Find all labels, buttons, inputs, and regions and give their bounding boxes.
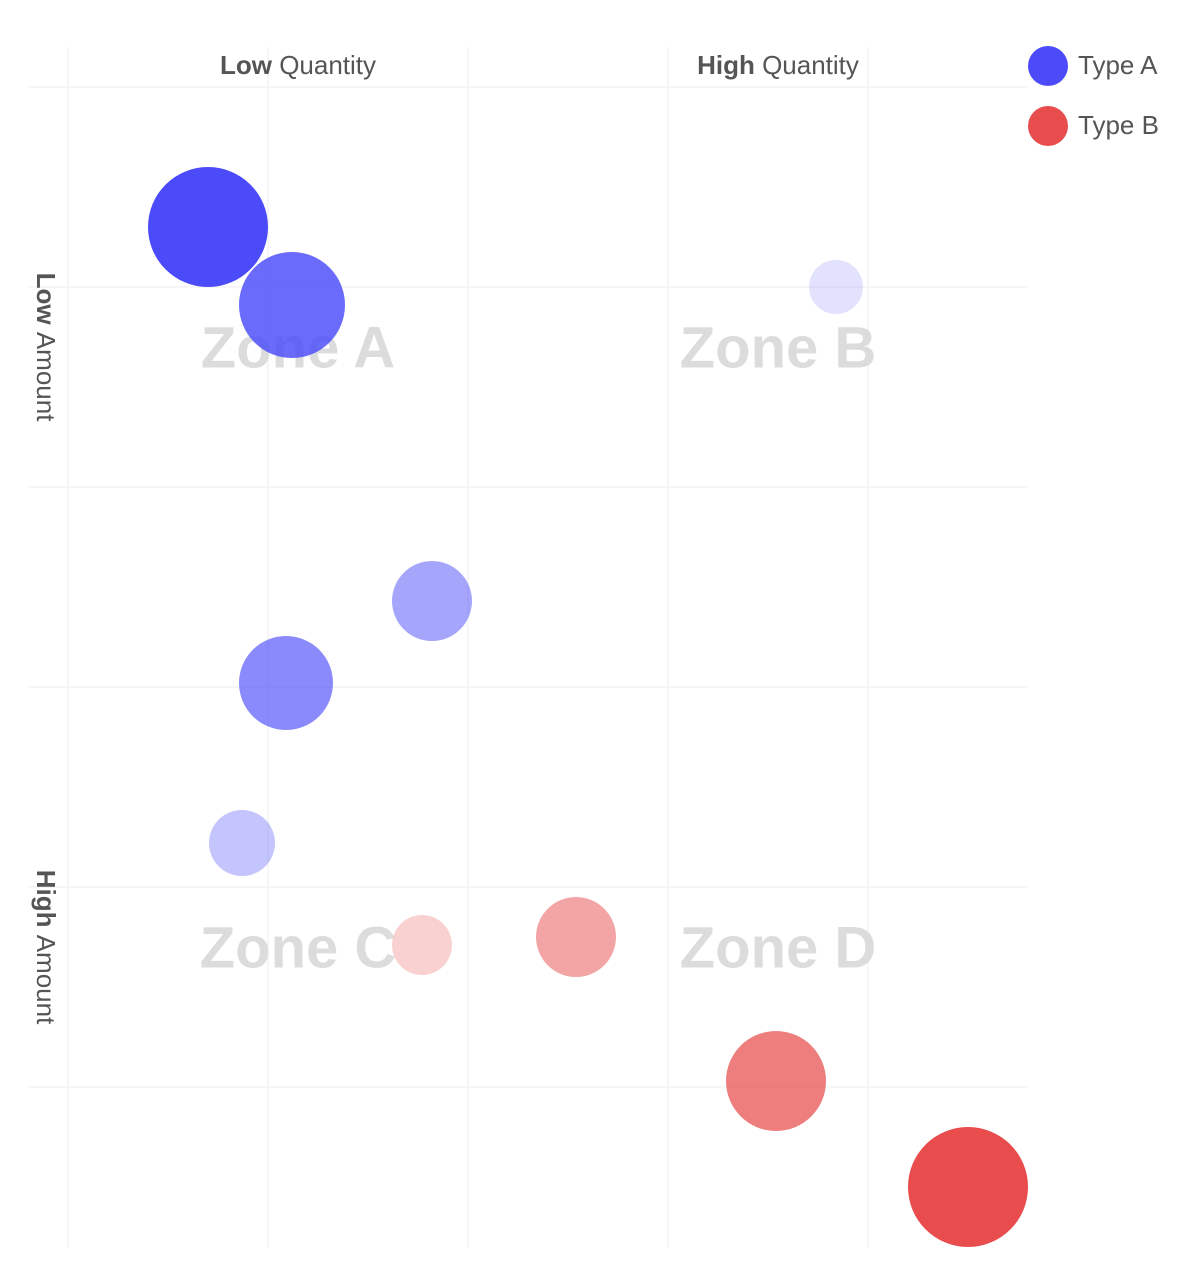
x-axis-label: Low Quantity [220, 50, 376, 80]
label-text: Amount [31, 935, 61, 1025]
y-axis-label: Low Amount [31, 273, 61, 423]
legend-label: Type B [1078, 110, 1159, 140]
y-axis-label: High Amount [31, 870, 61, 1025]
zone-label: Zone C [200, 915, 397, 980]
zone-label: Zone B [680, 315, 877, 380]
legend-swatch [1028, 46, 1068, 86]
label-space [755, 50, 762, 80]
bubble [239, 252, 345, 358]
label-space [272, 50, 279, 80]
bubble [726, 1031, 826, 1131]
label-bold: High [31, 870, 61, 928]
bubble [536, 897, 616, 977]
bubble [809, 260, 863, 314]
label-space [31, 927, 61, 934]
bubble [392, 915, 452, 975]
label-text: Amount [31, 332, 61, 422]
bubble [392, 561, 472, 641]
legend-swatch [1028, 106, 1068, 146]
bubble [148, 167, 268, 287]
label-bold: High [697, 50, 755, 80]
x-axis-label: High Quantity [697, 50, 859, 80]
label-text: Quantity [762, 50, 859, 80]
bubble [239, 636, 333, 730]
label-bold: Low [31, 273, 61, 326]
legend-label: Type A [1078, 50, 1158, 80]
label-space [31, 325, 61, 332]
label-bold: Low [220, 50, 273, 80]
bubble [908, 1127, 1028, 1247]
label-text: Quantity [279, 50, 376, 80]
zone-label: Zone D [680, 915, 877, 980]
bubble [209, 810, 275, 876]
